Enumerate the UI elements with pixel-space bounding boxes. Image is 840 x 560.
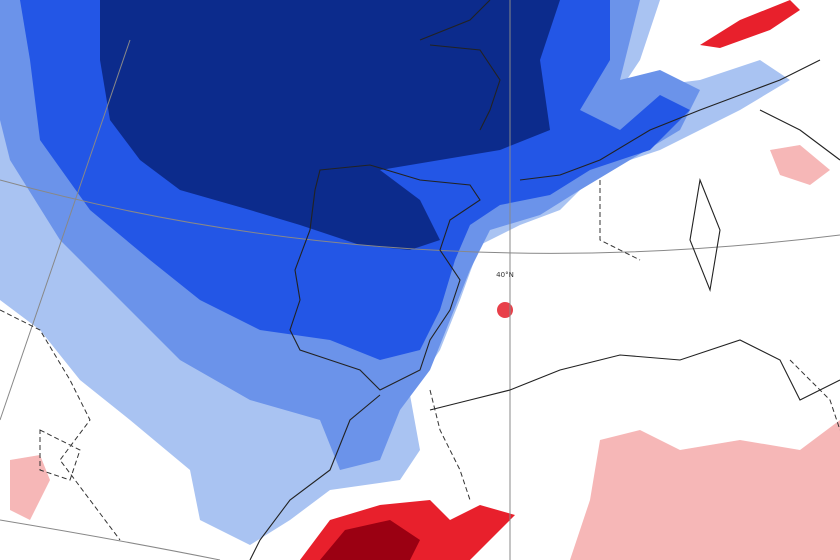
light-red-area xyxy=(770,145,830,185)
red-area xyxy=(700,0,800,48)
graticule xyxy=(0,39,131,421)
border xyxy=(0,180,840,541)
coastline xyxy=(289,164,481,391)
coastline xyxy=(429,339,840,411)
light-red-area xyxy=(10,455,50,520)
graticule xyxy=(0,179,840,254)
coastline xyxy=(419,0,501,131)
latitude-label: 40°N xyxy=(496,271,514,279)
navy-area xyxy=(100,0,560,250)
light-red-area xyxy=(570,420,840,560)
graticule xyxy=(0,519,221,560)
coastline xyxy=(249,394,381,560)
dark-red-area xyxy=(320,520,420,560)
coastline xyxy=(519,59,840,293)
red-spot xyxy=(497,302,513,318)
